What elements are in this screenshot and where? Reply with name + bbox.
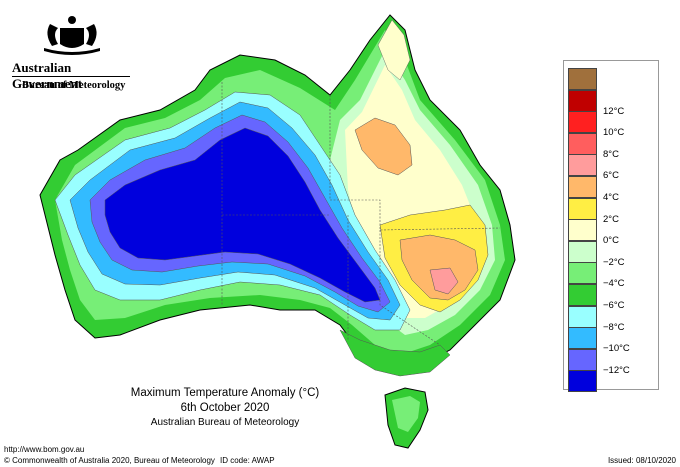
agency-name: Australian Government — [12, 60, 83, 91]
legend-swatch — [568, 262, 597, 285]
legend-swatch — [568, 68, 597, 90]
legend-swatch — [568, 305, 597, 328]
map-caption: Maximum Temperature Anomaly (°C) 6th Oct… — [60, 387, 390, 428]
legend-frame — [563, 60, 659, 390]
footer-url[interactable]: http://www.bom.gov.au — [4, 445, 85, 454]
legend-label: 0°C — [603, 235, 619, 247]
legend-label: −10°C — [603, 343, 630, 355]
coat-of-arms-icon — [44, 16, 100, 55]
id-code: ID code: AWAP — [220, 456, 275, 465]
anomaly-map — [39, 14, 516, 449]
legend-label: −2°C — [603, 256, 625, 268]
legend-label: 8°C — [603, 148, 619, 160]
map-title: Maximum Temperature Anomaly (°C) — [130, 387, 320, 399]
issued-date: Issued: 08/10/2020 — [607, 456, 676, 465]
map-date: 6th October 2020 — [180, 402, 270, 414]
bureau-name: Bureau of Meteorology — [22, 80, 126, 91]
copyright-text: © Commonwealth of Australia 2020, Bureau… — [4, 456, 215, 465]
legend-label: 12°C — [603, 105, 625, 117]
legend-swatch — [568, 370, 597, 393]
legend-label: −8°C — [603, 321, 625, 333]
legend-label: 4°C — [603, 192, 619, 203]
legend-swatch — [568, 284, 597, 306]
legend-swatch — [568, 132, 597, 155]
legend-label: 10°C — [603, 127, 625, 139]
legend-label: 6°C — [603, 170, 619, 182]
legend-swatch — [568, 348, 597, 371]
legend-swatch — [568, 176, 597, 198]
legend-swatch — [568, 89, 597, 112]
map-source: Australian Bureau of Meteorology — [150, 417, 300, 428]
legend-swatch — [568, 197, 597, 220]
legend-swatch — [568, 219, 597, 242]
legend-swatch — [568, 240, 597, 263]
header-divider — [12, 76, 130, 77]
legend-label: −12°C — [603, 364, 630, 376]
legend-label: −6°C — [603, 300, 625, 311]
legend-label: 2°C — [603, 213, 619, 225]
legend-label: −4°C — [603, 278, 625, 290]
legend-swatch — [568, 327, 597, 350]
legend-swatch — [568, 111, 597, 134]
legend-swatch — [568, 154, 597, 177]
